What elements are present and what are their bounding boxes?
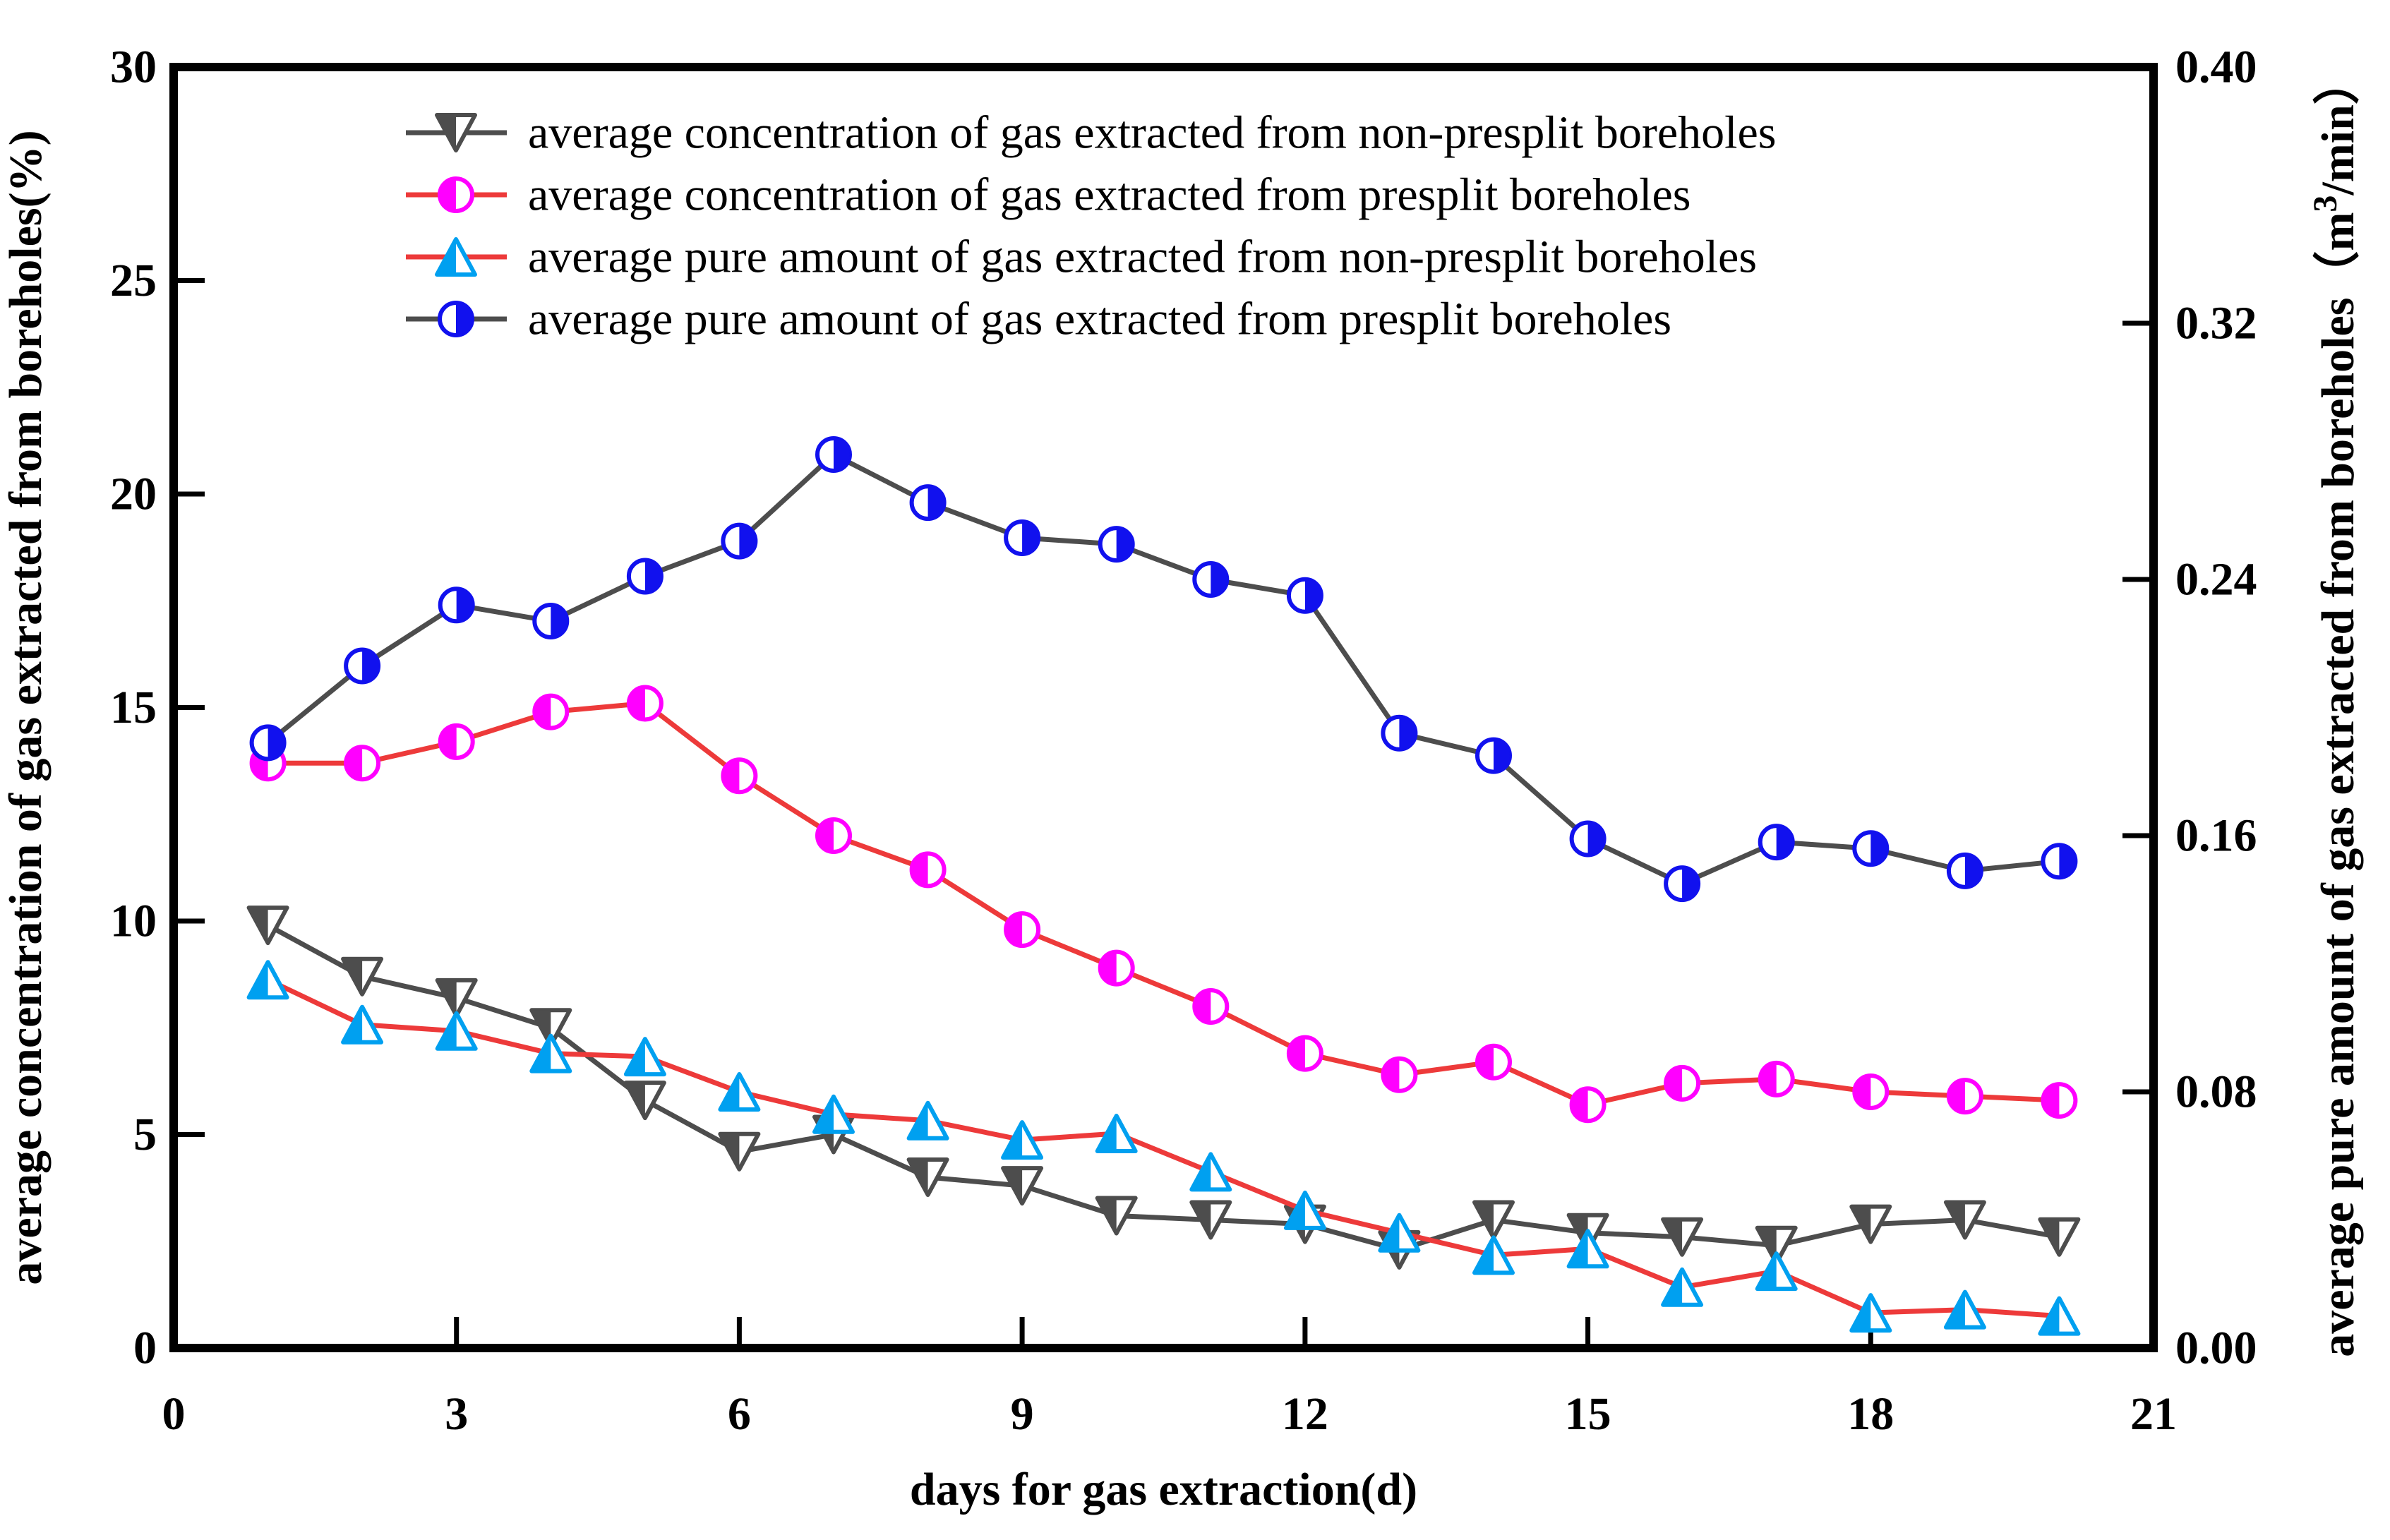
x-tick-label: 3 [445, 1388, 468, 1440]
left-axis-ticks [178, 278, 205, 1137]
x-tick-label: 21 [2130, 1388, 2177, 1440]
plot-frame [169, 63, 2158, 1352]
legend-item-1: average concentration of gas extracted f… [406, 169, 1691, 221]
legend-item-3: average pure amount of gas extracted fro… [406, 294, 1671, 345]
right-tick-label: 0.00 [2175, 1323, 2257, 1374]
left-tick-label: 0 [133, 1323, 157, 1374]
legend-item-0: average concentration of gas extracted f… [406, 107, 1776, 159]
left-axis-title: average concentration of gas extracted f… [0, 130, 52, 1285]
x-tick-label: 12 [1282, 1388, 1328, 1440]
legend-item-2: average pure amount of gas extracted fro… [406, 231, 1757, 283]
x-tick-label: 0 [162, 1388, 186, 1440]
legend-label: average pure amount of gas extracted fro… [528, 294, 1671, 345]
right-tick-label: 0.08 [2175, 1066, 2257, 1118]
right-axis-title: average pure amount of gas extracted fro… [2307, 58, 2364, 1357]
series-0-line [266, 923, 2060, 1253]
series-0-markers [246, 906, 2081, 1270]
left-tick-label: 15 [110, 682, 157, 733]
x-axis-ticks [454, 1317, 1873, 1344]
right-tick-label: 0.40 [2175, 42, 2257, 93]
left-tick-label: 25 [110, 255, 157, 306]
left-tick-label: 5 [133, 1109, 157, 1160]
left-axis-tick-labels: 0 5 10 15 20 25 30 [110, 42, 157, 1374]
left-tick-label: 20 [110, 469, 157, 520]
x-tick-label: 6 [728, 1388, 751, 1440]
legend: average concentration of gas extracted f… [406, 107, 1776, 345]
series-1-markers [249, 685, 2078, 1124]
x-tick-label: 15 [1565, 1388, 1611, 1440]
x-axis-title: days for gas extraction(d) [910, 1464, 1417, 1515]
left-tick-label: 30 [110, 42, 157, 93]
left-tick-label: 10 [110, 896, 157, 947]
series-3-markers [249, 436, 2078, 903]
right-tick-label: 0.16 [2175, 810, 2257, 862]
series-2-markers [246, 960, 2081, 1336]
x-tick-label: 9 [1011, 1388, 1034, 1440]
series-2-line [267, 977, 2060, 1319]
right-tick-label: 0.24 [2175, 554, 2257, 606]
series-1-line [268, 701, 2060, 1107]
legend-label: average concentration of gas extracted f… [528, 169, 1691, 221]
right-axis-tick-labels: 0.00 0.08 0.16 0.24 0.32 0.40 [2175, 42, 2257, 1374]
right-axis-ticks [2122, 320, 2149, 1095]
legend-label: average pure amount of gas extracted fro… [528, 231, 1757, 283]
legend-label: average concentration of gas extracted f… [528, 107, 1776, 159]
x-tick-label: 18 [1847, 1388, 1894, 1440]
right-tick-label: 0.32 [2175, 298, 2257, 349]
x-axis-tick-labels: 0 3 6 9 12 15 18 21 [162, 1388, 2178, 1440]
series-3-line [266, 452, 2060, 886]
